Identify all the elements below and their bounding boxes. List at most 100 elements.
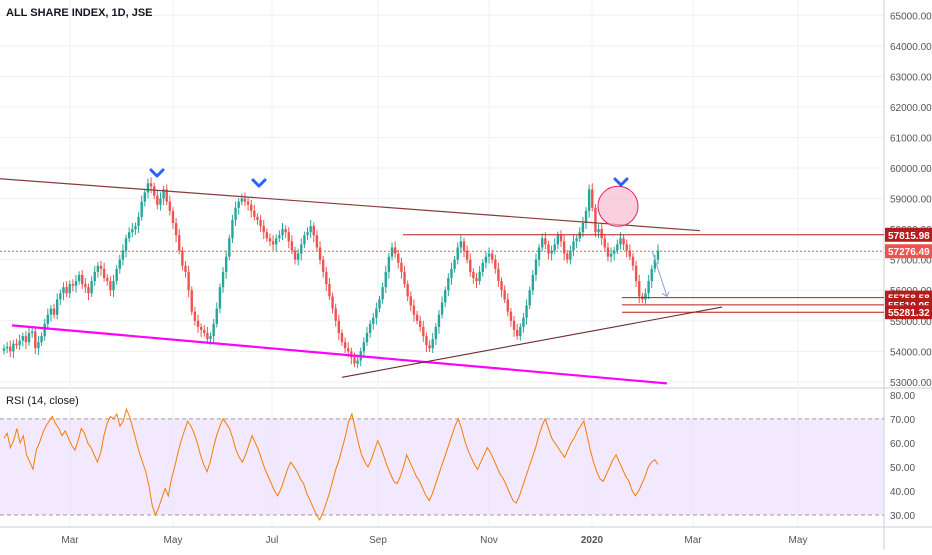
down-arrow-icon	[149, 168, 165, 178]
candle-body	[281, 229, 284, 236]
candle-body	[52, 308, 56, 315]
candle-body	[381, 287, 384, 300]
candle-body	[356, 360, 359, 364]
rsi-line	[3, 407, 659, 521]
candle-body	[393, 247, 397, 254]
y-tick-label: 62000.00	[890, 103, 932, 114]
candle-body	[484, 256, 488, 263]
candle-body	[74, 281, 78, 286]
candle-body	[472, 271, 475, 279]
candle-body	[215, 308, 218, 324]
arrow-stroke	[613, 177, 629, 187]
candle-body	[644, 293, 647, 300]
x-tick-label: Jul	[266, 535, 279, 546]
candle-body	[124, 238, 128, 251]
candle-body	[606, 247, 610, 257]
candle-body	[2, 348, 6, 351]
candle-body	[118, 259, 121, 269]
candle-body	[137, 216, 140, 227]
rsi-series	[3, 407, 659, 521]
candle-body	[271, 241, 275, 245]
candle-body	[81, 274, 84, 285]
candle-body	[131, 229, 134, 233]
candle-body	[62, 287, 65, 294]
candle-body	[531, 274, 535, 291]
candle-body	[534, 259, 538, 275]
candle-body	[34, 331, 37, 349]
candle-body	[412, 305, 416, 315]
candle-body	[256, 216, 259, 220]
candle-body	[237, 201, 240, 208]
candle-body	[400, 262, 403, 272]
candle-body	[312, 226, 315, 236]
candle-body	[218, 287, 222, 309]
candle-body	[240, 198, 244, 202]
candle-body	[199, 326, 203, 330]
candle-body	[541, 238, 544, 248]
candle-body	[509, 311, 513, 321]
candle-body	[450, 268, 453, 279]
price-axis: 65000.00 64000.00 63000.00 62000.00 61000.00…	[885, 11, 932, 522]
candle-body	[340, 333, 344, 343]
candle-body	[243, 198, 247, 202]
candle-body	[287, 232, 290, 242]
candle-body	[246, 201, 250, 205]
candle-body	[625, 244, 628, 251]
rsi-tick-label: 30.00	[890, 511, 915, 522]
y-tick-label: 57000.00	[890, 256, 932, 267]
y-tick-label: 59000.00	[890, 195, 932, 206]
candle-body	[638, 281, 641, 297]
candle-body	[522, 317, 525, 327]
candle-body	[231, 219, 234, 239]
candle-body	[569, 250, 572, 260]
candle-body	[190, 290, 193, 312]
candle-body	[127, 232, 131, 239]
candle-body	[612, 250, 616, 254]
candle-body	[262, 226, 265, 233]
candle-body	[196, 320, 200, 327]
candle-body	[275, 238, 278, 245]
candle-body	[30, 331, 34, 334]
candle-body	[55, 299, 59, 315]
candle-body	[328, 284, 331, 297]
candle-body	[343, 342, 347, 349]
candle-body	[465, 250, 469, 260]
candle-body	[15, 343, 18, 346]
candle-body	[146, 183, 150, 193]
candle-body	[171, 210, 175, 224]
candle-body	[265, 232, 269, 239]
candle-body	[497, 268, 500, 282]
candle-body	[153, 186, 156, 196]
price-label-text: 57276.49	[888, 247, 930, 258]
candle-body	[77, 274, 81, 282]
candle-body	[594, 207, 597, 233]
y-tick-label: 55000.00	[890, 317, 932, 328]
candle-body	[43, 323, 46, 337]
candle-body	[27, 333, 31, 343]
candle-body	[487, 253, 491, 257]
price-label-text: 55281.32	[888, 308, 930, 319]
candle-body	[212, 323, 215, 337]
candle-body	[221, 271, 225, 288]
candle-body	[156, 195, 159, 205]
candle-body	[115, 268, 118, 282]
candle-body	[584, 210, 588, 224]
candle-body	[93, 271, 96, 282]
candle-body	[437, 314, 441, 327]
candle-body	[547, 244, 550, 254]
candle-body	[425, 336, 428, 346]
candle-body	[306, 232, 309, 236]
candle-body	[109, 281, 112, 291]
candle-body	[390, 247, 394, 257]
candle-body	[544, 238, 547, 245]
candle-body	[24, 336, 28, 343]
highlight-circle	[597, 185, 639, 227]
candle-body	[503, 290, 506, 300]
candle-body	[553, 244, 556, 251]
y-tick-label: 63000.00	[890, 72, 932, 83]
y-tick-label: 53000.00	[890, 378, 932, 389]
candle-body	[5, 346, 9, 349]
candle-body	[490, 253, 494, 260]
